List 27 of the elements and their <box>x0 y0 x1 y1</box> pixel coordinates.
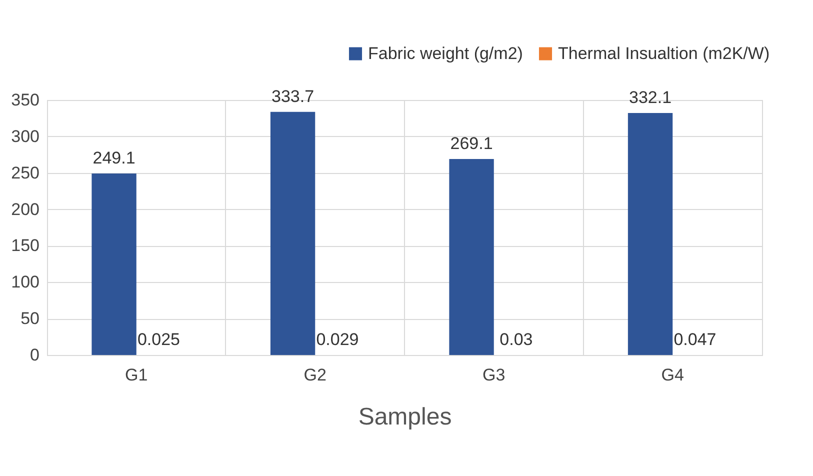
bar <box>92 174 136 355</box>
y-tick-label: 200 <box>11 200 40 219</box>
y-tick-label: 300 <box>11 126 40 146</box>
y-tick-label: 150 <box>11 236 40 256</box>
bar <box>449 158 494 355</box>
data-label: 333.7 <box>272 86 314 106</box>
y-tick-label: 0 <box>30 346 40 364</box>
data-label: 0.029 <box>316 330 359 349</box>
x-axis-title: Samples <box>358 404 452 430</box>
x-tick-label: G2 <box>304 366 326 384</box>
data-label: 269.1 <box>450 134 493 153</box>
data-label: 0.03 <box>500 330 533 349</box>
bar <box>270 112 316 355</box>
legend-label: Fabric weight (g/m2) <box>368 44 523 63</box>
data-label: 0.025 <box>137 330 180 349</box>
y-tick-label: 50 <box>20 309 40 328</box>
bar <box>628 113 673 355</box>
y-tick-label: 250 <box>11 163 40 182</box>
x-tick-label: G3 <box>482 366 506 384</box>
data-label: 249.1 <box>92 148 136 168</box>
x-tick-label: G1 <box>125 366 148 384</box>
y-tick-label: 100 <box>11 272 40 292</box>
x-tick-label: G4 <box>661 366 684 384</box>
data-label: 332.1 <box>629 88 672 108</box>
legend-label: Thermal Insualtion (m2K/W) <box>558 44 770 63</box>
data-label: 0.047 <box>674 330 716 349</box>
y-tick-label: 350 <box>11 90 40 110</box>
